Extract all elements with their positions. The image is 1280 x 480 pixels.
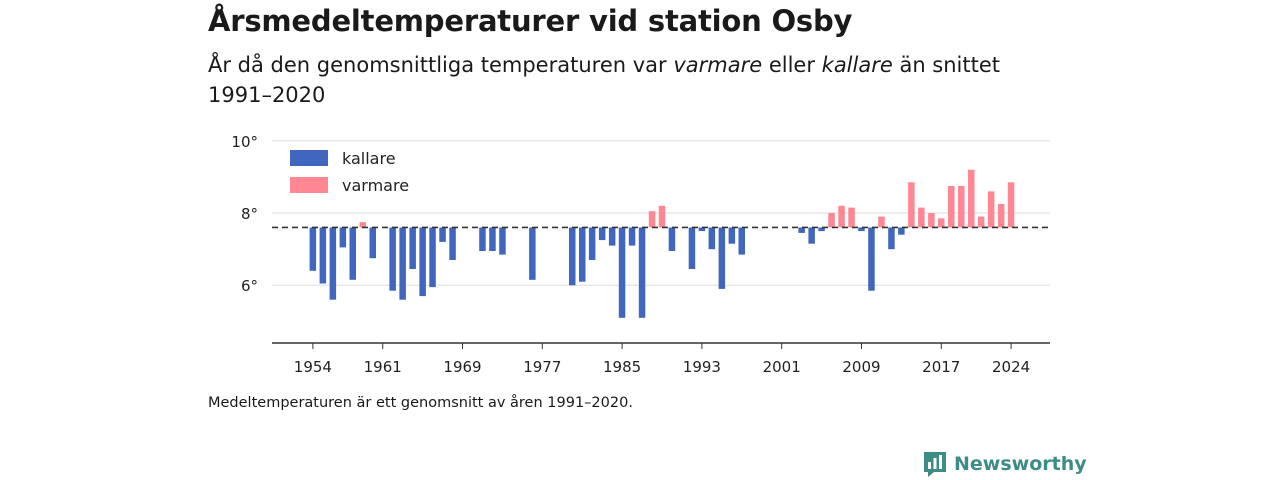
bar-warmer bbox=[848, 207, 855, 228]
bar-colder bbox=[738, 227, 745, 255]
bar-colder bbox=[708, 227, 716, 250]
y-tick-label: 8° bbox=[241, 205, 258, 223]
subtitle-emphasis-colder: kallare bbox=[821, 53, 893, 77]
bar-colder bbox=[369, 227, 376, 259]
chart-subtitle: År då den genomsnittliga temperaturen va… bbox=[208, 50, 1028, 110]
bar-colder bbox=[339, 227, 347, 248]
bar-warmer bbox=[359, 222, 366, 228]
bar-colder bbox=[798, 227, 805, 233]
y-tick-label: 10° bbox=[231, 133, 258, 151]
x-tick-label: 1961 bbox=[364, 358, 402, 376]
bar-colder bbox=[668, 227, 676, 251]
bar-colder bbox=[628, 227, 636, 246]
subtitle-emphasis-warmer: varmare bbox=[673, 53, 763, 77]
legend-swatch-varmare bbox=[290, 177, 328, 193]
bar-colder bbox=[638, 227, 646, 318]
y-tick-label: 6° bbox=[241, 277, 258, 295]
axes: 6° 8° 10° 1954 1961 1969 1977 1985 1993 2001 2009 2… bbox=[231, 133, 1050, 376]
bar-colder bbox=[608, 227, 616, 246]
bar-colder bbox=[598, 227, 606, 241]
bar-colder bbox=[309, 227, 317, 271]
bar-colder bbox=[588, 227, 596, 260]
bar-warmer bbox=[997, 204, 1005, 228]
bar-colder bbox=[698, 227, 706, 232]
x-tick-label: 2017 bbox=[922, 358, 960, 376]
legend-swatch-kallare bbox=[290, 150, 328, 166]
bar-warmer bbox=[878, 216, 885, 228]
subtitle-part-2: eller bbox=[762, 53, 822, 77]
legend-label-kallare: kallare bbox=[342, 149, 396, 168]
chart-title: Årsmedeltemperaturer vid station Osby bbox=[208, 4, 853, 38]
bar-colder bbox=[888, 227, 895, 250]
bar-colder bbox=[808, 227, 815, 244]
bar-colder bbox=[529, 227, 536, 280]
bar-warmer bbox=[948, 186, 955, 228]
bar-colder bbox=[489, 227, 496, 251]
bar-warmer bbox=[958, 186, 965, 228]
x-tick-label: 2001 bbox=[763, 358, 801, 376]
x-tick-label: 1977 bbox=[523, 358, 561, 376]
bar-warmer bbox=[928, 213, 935, 228]
bar-colder bbox=[858, 227, 865, 232]
legend-label-varmare: varmare bbox=[342, 176, 409, 195]
brand-name: Newsworthy bbox=[954, 453, 1087, 475]
bar-warmer bbox=[648, 211, 656, 228]
bar-colder bbox=[429, 227, 436, 288]
bar-colder bbox=[818, 227, 825, 232]
bar-colder bbox=[479, 227, 486, 251]
bar-colder bbox=[728, 227, 736, 244]
bar-warmer bbox=[968, 169, 975, 228]
bar-warmer bbox=[977, 216, 985, 228]
bar-colder bbox=[579, 227, 586, 282]
subtitle-part-3: än snittet 1991–2020 bbox=[208, 53, 1001, 107]
bar-colder bbox=[618, 227, 626, 318]
bar-warmer bbox=[658, 205, 666, 228]
bar-colder bbox=[389, 227, 396, 291]
bar-colder bbox=[569, 227, 576, 286]
bar-colder bbox=[399, 227, 406, 300]
bar-warmer bbox=[938, 218, 945, 228]
bar-warmer bbox=[918, 207, 925, 228]
bar-warmer bbox=[838, 205, 845, 228]
bar-colder bbox=[898, 227, 905, 235]
x-tick-label: 2009 bbox=[842, 358, 880, 376]
x-tick-label: 1985 bbox=[603, 358, 641, 376]
bar-colder bbox=[409, 227, 416, 269]
footnote: Medeltemperaturen är ett genomsnitt av å… bbox=[208, 395, 633, 411]
temperature-bar-chart: 6° 8° 10° 1954 1961 1969 1977 1985 1993 2001 2009 2… bbox=[231, 133, 1050, 376]
x-tick-label: 2024 bbox=[992, 358, 1030, 376]
bar-colder bbox=[419, 227, 426, 297]
bar-warmer bbox=[908, 182, 915, 228]
bar-colder bbox=[319, 227, 327, 284]
bar-colder bbox=[349, 227, 356, 280]
bar-colder bbox=[449, 227, 456, 260]
x-tick-label: 1993 bbox=[683, 358, 721, 376]
bar-colder bbox=[499, 227, 506, 255]
bar-warmer bbox=[1007, 182, 1015, 228]
subtitle-part-1: År då den genomsnittliga temperaturen va… bbox=[208, 53, 674, 77]
x-tick-label: 1969 bbox=[443, 358, 481, 376]
bar-colder bbox=[868, 227, 875, 291]
legend: kallare varmare bbox=[282, 146, 422, 198]
bar-colder bbox=[718, 227, 726, 289]
brand: Newsworthy bbox=[922, 450, 1087, 478]
x-tick-label: 1954 bbox=[294, 358, 332, 376]
bar-colder bbox=[688, 227, 696, 269]
bar-warmer bbox=[987, 191, 995, 228]
bars bbox=[309, 169, 1015, 318]
bar-colder bbox=[329, 227, 337, 300]
newsworthy-logo-icon bbox=[924, 452, 946, 477]
bar-warmer bbox=[828, 213, 835, 228]
bar-colder bbox=[439, 227, 446, 242]
